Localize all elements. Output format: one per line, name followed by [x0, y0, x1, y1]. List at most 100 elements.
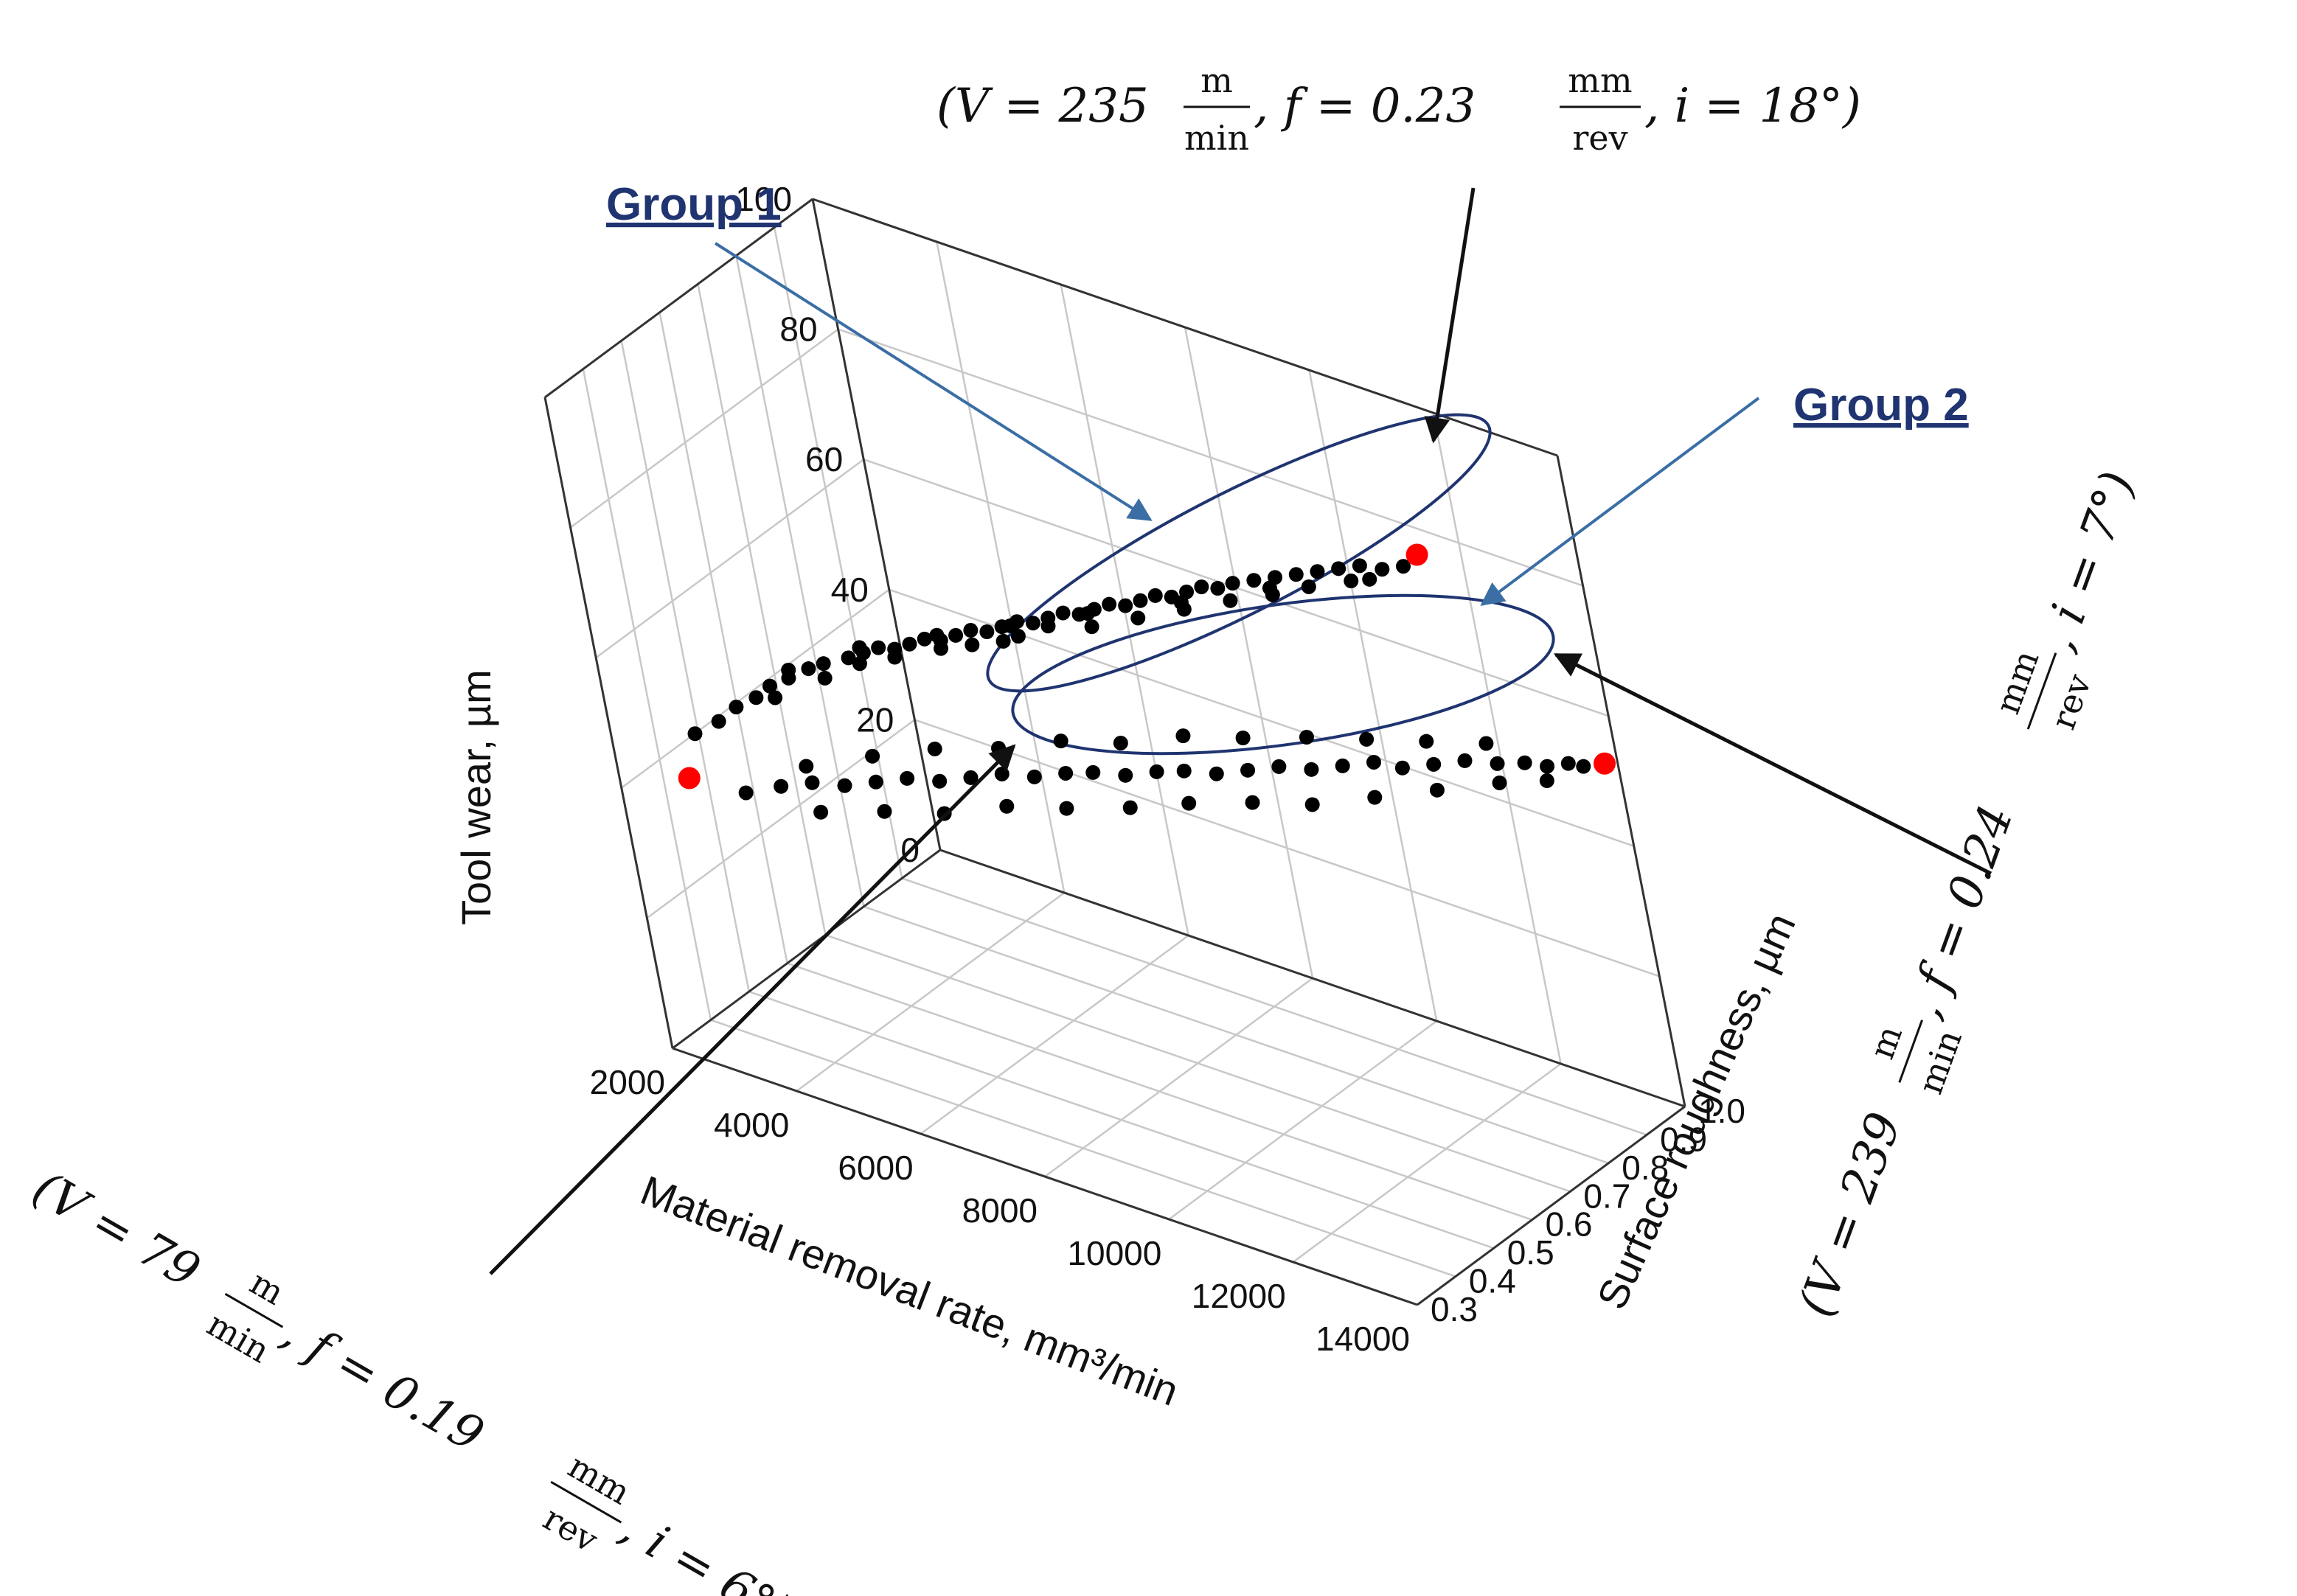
group-1-point	[1102, 596, 1117, 612]
group-2-point	[900, 770, 915, 786]
group-1-point	[687, 726, 703, 742]
group-1-point	[929, 627, 945, 643]
group-1-point	[1310, 564, 1325, 579]
group-1-point	[963, 623, 979, 638]
group-1-point	[1396, 559, 1411, 574]
group-1-ellipse	[986, 413, 1492, 693]
group-2-point	[805, 775, 820, 790]
y-tick-label: 0.8	[1622, 1149, 1669, 1187]
group-1-point	[1133, 593, 1148, 608]
group-1-point	[1210, 581, 1226, 596]
group-2-point	[1492, 775, 1507, 790]
annotation-arrow-left	[489, 744, 1016, 1275]
annotation-arrow-top	[1424, 187, 1476, 444]
group-2-point	[1367, 790, 1383, 805]
annotation-top-unit2-num: mm	[1568, 60, 1632, 100]
grid-line-left-y	[620, 340, 750, 992]
annotation-top-part3: , i = 18°)	[1644, 79, 1861, 133]
grid-line-floor-y	[825, 934, 1571, 1193]
grid-line-left-y	[658, 312, 788, 963]
group-2-point	[1366, 754, 1382, 770]
group-2-point	[1304, 762, 1319, 777]
y-tick-label: 0.7	[1583, 1177, 1630, 1215]
annotation-left-unit1-num: m	[243, 1262, 291, 1313]
group-2-label: Group 2	[1793, 380, 1969, 431]
annotation-top-unit2-den: rev	[1572, 118, 1627, 158]
group-1-point	[801, 661, 816, 677]
annotation-right-part1: (V = 239	[1788, 1106, 1912, 1324]
group-1-point	[729, 700, 744, 715]
x-tick-label: 12000	[1192, 1277, 1286, 1315]
group-1-point	[1118, 598, 1133, 613]
group-2-point	[1176, 763, 1192, 778]
axis-edge	[544, 198, 813, 399]
group-2-ellipse	[1011, 593, 1555, 756]
z-tick-label: 20	[856, 700, 894, 739]
group-2-point	[865, 748, 880, 764]
group-2-point	[1359, 731, 1375, 747]
group-2-point	[799, 759, 814, 774]
grid-line-left-y	[773, 227, 903, 879]
group-2-point	[1245, 795, 1260, 810]
group-1-point	[871, 640, 886, 655]
group-2-point	[1429, 782, 1445, 798]
axis-edge	[672, 1047, 1418, 1306]
group-2-point	[1149, 764, 1164, 779]
group-1-point	[711, 714, 726, 729]
grid-line-left-y	[697, 284, 827, 935]
group-1-point	[902, 636, 917, 652]
group-1-point	[1246, 573, 1262, 588]
group-2-point	[1181, 795, 1197, 811]
annotation-left-part2: , f = 0.19	[273, 1305, 493, 1463]
group-1-point	[1003, 618, 1018, 633]
group-2-point	[1059, 801, 1074, 816]
annotation-top: (V = 235 m min , f = 0.23 mm rev , i = 1…	[936, 60, 1861, 158]
x-tick-label: 10000	[1067, 1234, 1161, 1272]
grid-line-floor-x	[920, 934, 1189, 1135]
group-1-point	[768, 690, 783, 705]
x-tick-label: 4000	[714, 1106, 789, 1144]
grid-line-back-x	[1308, 369, 1438, 1022]
group-1-point	[1040, 618, 1056, 634]
group-1-point	[1055, 605, 1071, 621]
group-2-point	[1058, 765, 1074, 781]
annotation-right: (V = 239 m min , f = 0.24 mm rev , i = 7…	[1788, 464, 2146, 1324]
grid-line-floor-x	[1168, 1020, 1438, 1221]
axis-edge	[543, 397, 674, 1049]
group-1-point	[1375, 562, 1390, 577]
group-2-point	[1419, 733, 1434, 749]
axis-edge	[1417, 1105, 1686, 1306]
group-2-point	[1539, 773, 1554, 789]
grid-line-back-z	[914, 719, 1660, 978]
group-2-point	[1118, 767, 1133, 783]
group-2-point	[1175, 728, 1191, 744]
axis-edge	[812, 198, 1558, 457]
group-1-point	[1344, 574, 1359, 589]
y-tick-label: 0.3	[1431, 1290, 1478, 1328]
group-1-arrow	[714, 242, 1153, 521]
axis-edge	[672, 848, 941, 1050]
group-2-point	[963, 770, 979, 785]
group-2-point	[1576, 759, 1591, 774]
y-tick-label: 0.6	[1546, 1205, 1593, 1244]
grid-line-left-y	[582, 369, 712, 1020]
grid-line-floor-y	[710, 1019, 1456, 1278]
annotation-top-unit1-num: m	[1200, 60, 1233, 100]
group-1-point	[852, 640, 867, 655]
group-2-point	[999, 798, 1015, 814]
group-2-point	[1478, 736, 1494, 751]
x-tick-label: 6000	[838, 1149, 913, 1187]
group-2-point	[1240, 762, 1256, 778]
group-1-point	[1225, 576, 1240, 591]
x-axis-title: Material removal rate, mm³/min	[635, 1166, 1185, 1414]
group-1-point	[995, 633, 1011, 649]
group-1-point	[816, 656, 831, 672]
grid-line-left-z	[621, 588, 890, 789]
annotation-left-unit1-den: min	[201, 1304, 277, 1371]
group-2-point	[877, 804, 892, 819]
annotation-left-unit2-num: mm	[562, 1446, 638, 1512]
group-1-point	[1194, 579, 1209, 595]
annotation-right-part3: , i = 7°)	[2031, 464, 2146, 658]
annotation-right-unit1-num: m	[1862, 1020, 1911, 1064]
group-1-point	[1084, 619, 1099, 635]
